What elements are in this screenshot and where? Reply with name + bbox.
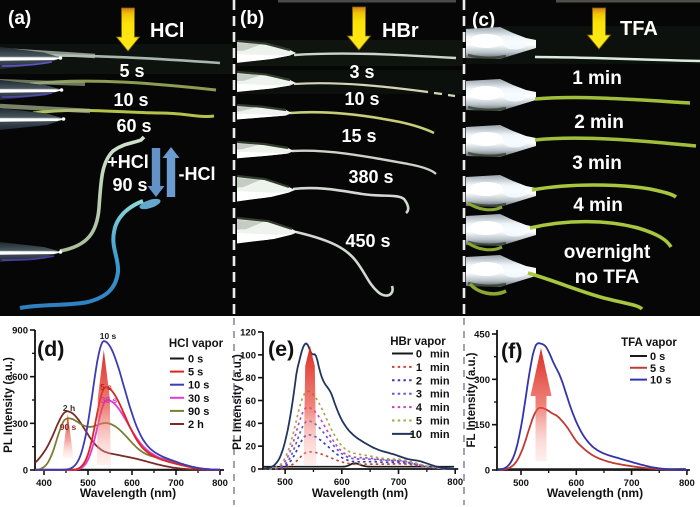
svg-text:(b): (b) [240,8,264,29]
svg-text:90 s: 90 s [112,175,147,195]
svg-text:HCl: HCl [150,20,184,42]
svg-text:(e): (e) [268,337,294,361]
svg-text:800: 800 [212,478,228,489]
svg-text:0 s: 0 s [650,351,665,363]
svg-text:(f): (f) [501,339,522,363]
svg-text:TFA: TFA [620,18,658,40]
svg-text:10: 10 [410,429,422,441]
svg-text:300: 300 [12,419,28,430]
svg-text:Wavelength (nm): Wavelength (nm) [312,486,408,500]
svg-text:2 h: 2 h [63,403,75,413]
svg-text:0: 0 [416,349,422,361]
svg-text:1 min: 1 min [572,68,622,89]
svg-text:no TFA: no TFA [575,267,640,288]
svg-text:380 s: 380 s [348,167,393,187]
svg-text:600: 600 [124,478,140,489]
svg-text:3 s: 3 s [349,62,374,82]
svg-text:PL Intensity (a.u.): PL Intensity (a.u.) [232,354,244,450]
svg-text:30 s: 30 s [188,393,209,405]
svg-text:60: 60 [245,396,256,407]
svg-text:500: 500 [277,477,293,488]
svg-text:450: 450 [474,330,490,341]
svg-text:(c): (c) [472,10,495,31]
svg-text:700: 700 [391,477,407,488]
svg-text:FL Intensity (a.u.): FL Intensity (a.u.) [466,352,478,447]
svg-text:600: 600 [334,477,350,488]
svg-text:HBr vapor: HBr vapor [390,336,446,348]
svg-text:min: min [430,389,450,401]
svg-text:(d): (d) [37,337,64,361]
svg-text:PL Intensity (a.u.): PL Intensity (a.u.) [3,357,15,453]
svg-text:5 s: 5 s [188,367,203,379]
svg-text:60 s: 60 s [116,116,151,136]
svg-text:0: 0 [485,466,490,477]
svg-text:HBr: HBr [382,20,419,42]
svg-text:+HCl: +HCl [107,152,149,172]
svg-text:min: min [430,362,450,374]
svg-text:500: 500 [80,478,96,489]
svg-text:600: 600 [568,478,584,489]
svg-text:10 s: 10 s [113,90,148,110]
svg-text:TFA vapor: TFA vapor [621,337,677,349]
svg-text:700: 700 [168,478,184,489]
svg-text:80: 80 [245,373,256,384]
svg-text:min: min [430,416,450,428]
svg-text:10 s: 10 s [650,375,671,387]
svg-text:120: 120 [240,328,256,339]
svg-text:3: 3 [416,389,422,401]
svg-text:40: 40 [245,419,256,430]
svg-text:900: 900 [12,326,28,337]
svg-text:2: 2 [416,375,422,387]
svg-text:100: 100 [240,350,256,361]
svg-text:min: min [430,349,450,361]
svg-text:min: min [430,429,450,441]
svg-text:3 min: 3 min [572,153,622,174]
svg-text:400: 400 [36,478,52,489]
svg-text:4 min: 4 min [573,195,623,216]
svg-text:300: 300 [474,375,490,386]
svg-text:90 s: 90 s [60,422,77,432]
svg-text:2 h: 2 h [188,419,204,431]
svg-text:5 s: 5 s [100,382,112,392]
svg-text:overnight: overnight [564,242,651,263]
svg-text:10 s: 10 s [188,380,209,392]
svg-text:20: 20 [245,442,256,453]
svg-text:15 s: 15 s [341,126,376,146]
svg-text:90 s: 90 s [188,406,209,418]
svg-text:HCl vapor: HCl vapor [169,338,224,350]
svg-text:Wavelength (nm): Wavelength (nm) [80,486,176,500]
svg-text:800: 800 [679,478,695,489]
svg-text:700: 700 [624,478,640,489]
svg-text:5: 5 [416,416,422,428]
svg-text:5 s: 5 s [119,61,144,81]
svg-text:450 s: 450 s [345,231,390,251]
svg-text:30 s: 30 s [101,395,118,405]
svg-text:10 s: 10 s [344,89,379,109]
svg-text:600: 600 [12,372,28,383]
svg-text:0 s: 0 s [188,354,203,366]
svg-text:min: min [430,375,450,387]
svg-text:2 min: 2 min [574,112,624,133]
svg-text:0: 0 [23,466,28,477]
svg-text:10 s: 10 s [100,331,117,341]
svg-text:-HCl: -HCl [179,164,216,184]
svg-text:150: 150 [474,420,490,431]
svg-text:1: 1 [416,362,422,374]
svg-text:0: 0 [251,465,256,476]
svg-text:5 s: 5 s [650,363,665,375]
svg-text:800: 800 [447,477,463,488]
svg-text:500: 500 [513,478,529,489]
svg-text:4: 4 [416,402,423,414]
svg-text:(a): (a) [8,8,31,29]
svg-text:Wavelength (nm): Wavelength (nm) [547,486,643,500]
svg-text:min: min [430,402,450,414]
